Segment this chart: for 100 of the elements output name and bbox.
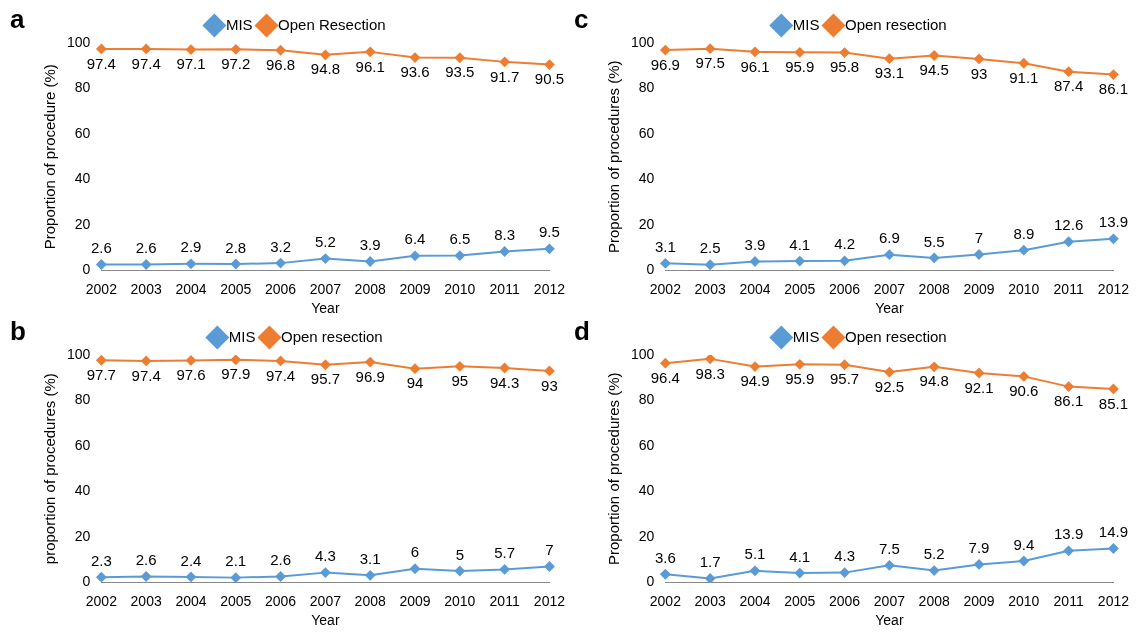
point [544, 365, 555, 376]
point [660, 258, 671, 269]
x-tick-label: 2008 [354, 280, 386, 297]
point [96, 572, 107, 583]
data-label: 2.9 [180, 238, 202, 256]
x-tick-label: 2008 [354, 592, 386, 609]
point [794, 568, 805, 579]
point [320, 359, 331, 370]
x-tick-label: 2002 [649, 280, 682, 297]
y-tick-label: 20 [638, 527, 655, 544]
point [660, 358, 671, 369]
legend-label: MIS [792, 327, 820, 345]
y-tick-label: 80 [74, 79, 91, 96]
data-label: 93.5 [445, 63, 475, 81]
y-axis-title: proportion of procedures (%) [41, 373, 59, 565]
data-label: 97.1 [176, 55, 206, 73]
x-tick-label: 2006 [829, 280, 861, 297]
point [974, 559, 985, 570]
point [499, 564, 510, 575]
point [185, 44, 196, 55]
x-axis-title: Year [311, 300, 340, 317]
data-label: 97.4 [131, 366, 161, 384]
point [974, 249, 985, 260]
point [185, 355, 196, 366]
x-tick-label: 2003 [694, 280, 726, 297]
y-tick-label: 60 [74, 436, 91, 453]
data-label: 2.6 [135, 551, 157, 569]
y-tick-label: 80 [638, 391, 655, 408]
x-tick-label: 2008 [918, 592, 950, 609]
data-label: 2.5 [699, 239, 721, 257]
x-tick-label: 2011 [489, 592, 520, 609]
y-tick-label: 100 [631, 33, 655, 50]
data-label: 6 [410, 543, 420, 561]
data-label: 91.7 [490, 67, 520, 85]
data-label: 5.1 [744, 545, 766, 563]
x-tick-label: 2002 [85, 280, 118, 297]
data-label: 2.4 [180, 551, 202, 569]
y-tick-label: 0 [82, 573, 91, 590]
data-label: 2.3 [90, 551, 112, 569]
point [410, 52, 421, 63]
data-label: 95.9 [785, 57, 815, 75]
legend-label: Open resection [844, 327, 947, 345]
point [141, 571, 152, 582]
data-label: 3.9 [359, 236, 381, 254]
data-label: 96.9 [355, 367, 385, 385]
data-label: 5.2 [314, 233, 336, 251]
x-tick-label: 2011 [1053, 592, 1084, 609]
point [96, 259, 107, 270]
point [320, 567, 331, 578]
point [705, 259, 716, 270]
point [454, 566, 465, 577]
point [1063, 545, 1074, 556]
x-tick-label: 2010 [1008, 280, 1040, 297]
data-label: 7 [545, 541, 554, 559]
data-label: 4.3 [834, 547, 856, 565]
y-tick-label: 60 [638, 124, 655, 141]
point [544, 243, 555, 254]
point [320, 49, 331, 60]
data-label: 95.7 [310, 370, 340, 388]
data-label: 9.5 [539, 223, 560, 241]
point [884, 249, 895, 260]
data-label: 95.9 [785, 369, 815, 387]
x-tick-label: 2002 [649, 592, 682, 609]
data-label: 91.1 [1009, 68, 1039, 86]
data-label: 2.6 [135, 239, 157, 257]
chart-title: a [10, 4, 25, 35]
data-label: 97.2 [221, 55, 251, 73]
x-tick-label: 2006 [829, 592, 861, 609]
point [749, 46, 760, 57]
point [884, 53, 895, 64]
data-label: 6.9 [878, 229, 900, 247]
legend-label: MIS [225, 15, 253, 33]
data-label: 86.1 [1054, 392, 1084, 410]
data-label: 4.3 [314, 547, 336, 565]
point [275, 45, 286, 56]
data-label: 13.9 [1054, 525, 1084, 543]
data-label: 2.6 [90, 239, 112, 257]
data-label: 12.6 [1054, 216, 1084, 234]
point [544, 59, 555, 70]
data-label: 96.1 [740, 57, 770, 75]
data-label: 93.6 [400, 63, 430, 81]
point [1108, 69, 1119, 80]
y-tick-label: 60 [638, 436, 655, 453]
x-tick-label: 2003 [130, 280, 162, 297]
y-tick-label: 20 [74, 527, 91, 544]
data-label: 4.1 [789, 235, 811, 253]
point [705, 573, 716, 583]
legend-label: Open resection [280, 327, 383, 345]
data-label: 94.8 [310, 60, 340, 78]
y-tick-label: 40 [74, 170, 91, 187]
point [1018, 371, 1029, 382]
y-tick-label: 40 [638, 170, 655, 187]
x-tick-label: 2007 [873, 280, 906, 297]
point [365, 357, 376, 368]
point [141, 355, 152, 366]
point [794, 47, 805, 58]
y-axis-title: Proportion of procedures (%) [605, 372, 623, 565]
point [884, 560, 895, 571]
data-label: 97.5 [695, 54, 725, 72]
point [884, 367, 895, 378]
